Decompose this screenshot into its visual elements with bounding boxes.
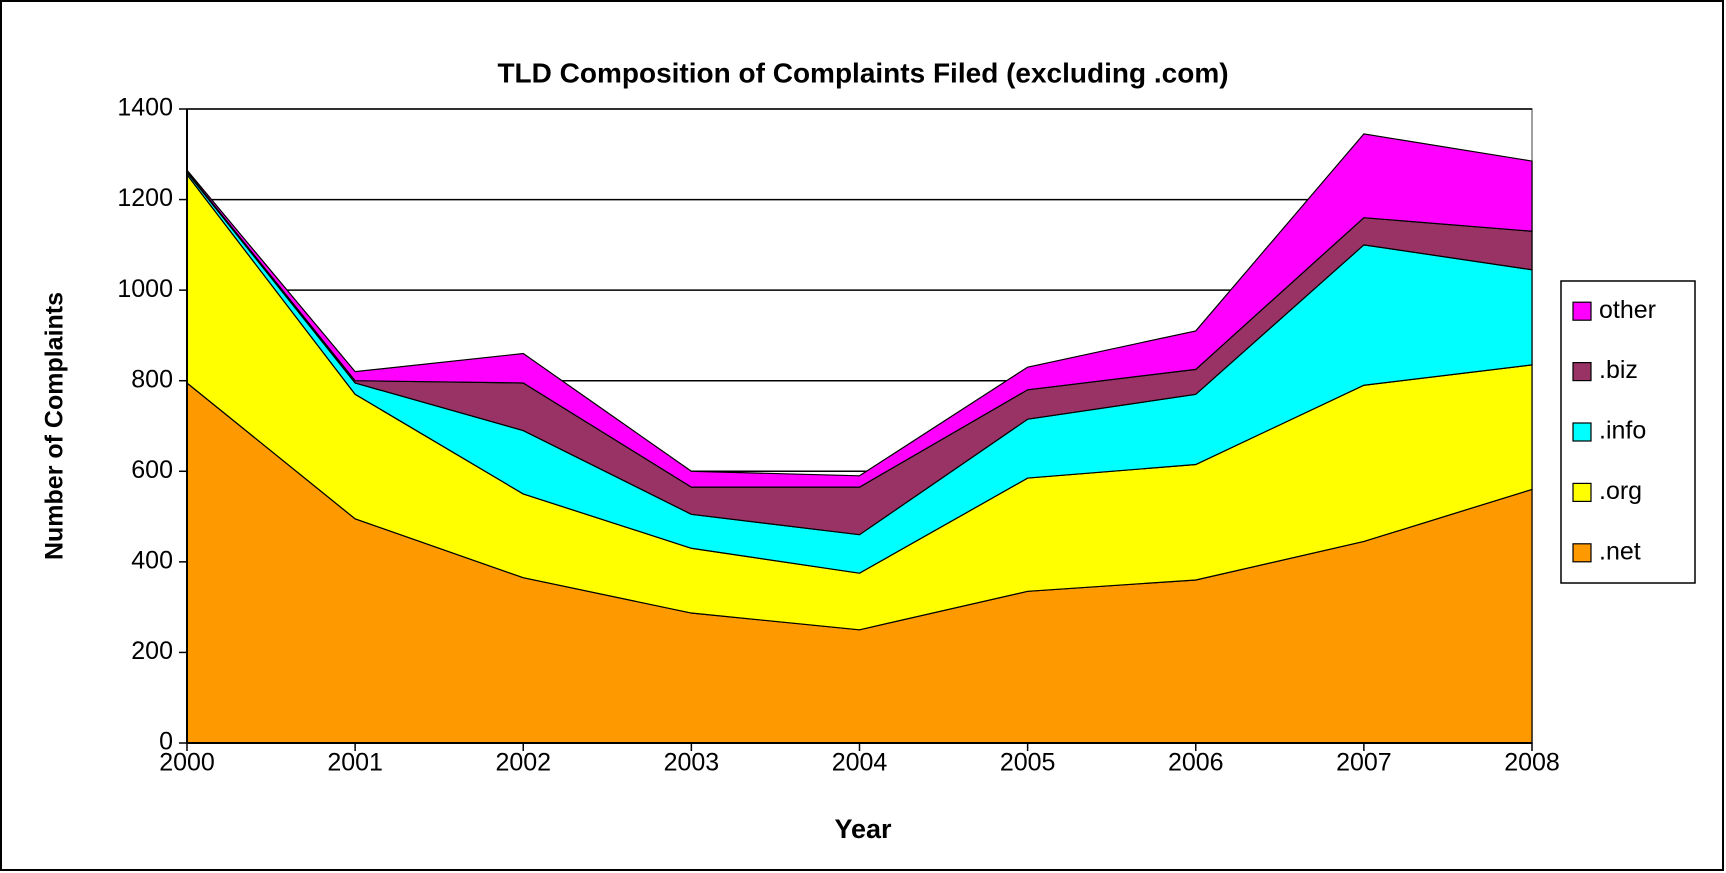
x-tick-label: 2007 — [1336, 749, 1392, 777]
y-tick-label: 600 — [131, 456, 173, 484]
y-tick-label: 1000 — [117, 275, 173, 303]
y-tick-label: 0 — [159, 728, 173, 756]
x-tick-label: 2005 — [1000, 749, 1056, 777]
x-tick-label: 2003 — [664, 749, 720, 777]
y-tick-label: 1400 — [117, 94, 173, 122]
legend-swatch — [1572, 482, 1592, 502]
x-tick-label: 2004 — [832, 749, 888, 777]
legend-label: .net — [1599, 537, 1641, 565]
area — [186, 133, 1533, 488]
legend-swatch — [1572, 362, 1592, 382]
legend-label: other — [1599, 296, 1656, 324]
chart-title: TLD Composition of Complaints Filed (exc… — [497, 57, 1228, 88]
y-tick-label: 400 — [131, 546, 173, 574]
x-tick-label: 2006 — [1168, 749, 1224, 777]
legend-label: .biz — [1599, 356, 1638, 384]
legend-label: .info — [1599, 417, 1646, 445]
x-tick-label: 2000 — [159, 749, 215, 777]
legend-label: .org — [1599, 477, 1642, 505]
y-tick-label: 200 — [131, 637, 173, 665]
legend-swatch — [1572, 543, 1592, 563]
y-tick-label: 1200 — [117, 184, 173, 212]
x-tick-label: 2002 — [495, 749, 551, 777]
x-axis-label: Year — [834, 814, 892, 844]
legend-swatch — [1572, 422, 1592, 442]
y-tick-label: 800 — [131, 365, 173, 393]
x-tick-label: 2001 — [327, 749, 383, 777]
y-axis-label: Number of Complaints — [41, 292, 69, 560]
x-tick-label: 2008 — [1504, 749, 1560, 777]
legend-swatch — [1572, 301, 1592, 321]
